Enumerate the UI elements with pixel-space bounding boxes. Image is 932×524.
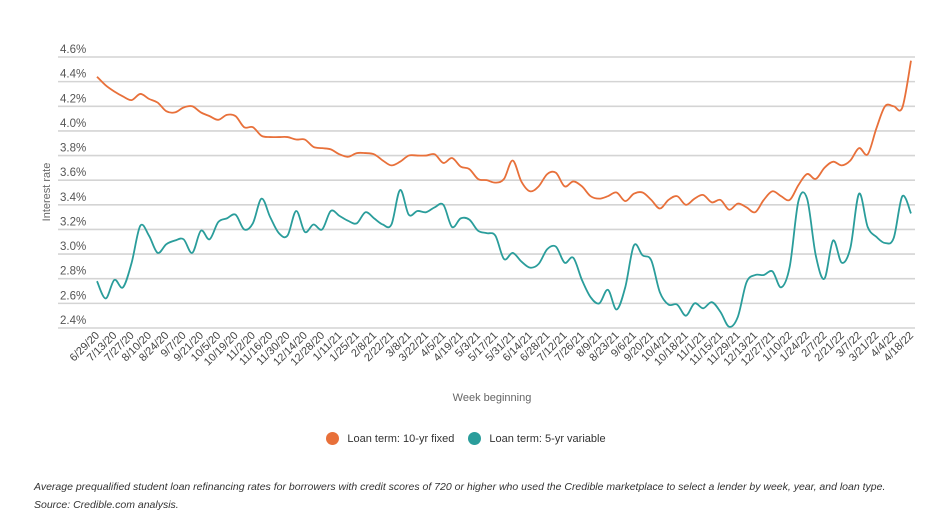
legend-marker-10yr-fixed [326, 432, 340, 445]
series-line-10yr-fixed [96, 60, 912, 214]
series-line-5yr-variable [96, 189, 912, 328]
legend-label-10yr-fixed: Loan term: 10-yr fixed [347, 432, 455, 445]
y-axis-ticks: 4.6% 4.4% 4.2% 4.0% 3.8% 3.6% 3.4% 3.2% 3.0% 2.8%… [60, 44, 86, 327]
x-axis-label: Week beginning [453, 392, 532, 404]
y-tick-label: 2.6% [60, 290, 86, 302]
y-tick-label: 3.8% [60, 143, 86, 155]
y-tick-label: 3.4% [60, 192, 86, 204]
legend: Loan term: 10-yr fixed Loan term: 5-yr v… [0, 432, 932, 445]
y-tick-label: 3.0% [60, 241, 86, 253]
y-tick-label: 2.8% [60, 266, 86, 278]
legend-label-5yr-variable: Loan term: 5-yr variable [489, 432, 606, 445]
y-tick-label: 4.6% [60, 44, 86, 56]
y-axis-label: Interest rate [41, 163, 53, 222]
y-tick-label: 3.2% [60, 216, 86, 228]
x-axis-ticks: 6/29/207/13/207/27/208/10/208/24/209/7/2… [68, 330, 916, 369]
legend-marker-5yr-variable [468, 432, 482, 445]
y-tick-label: 4.4% [60, 69, 86, 81]
y-tick-label: 3.6% [60, 167, 86, 179]
chart-caption: Average prequalified student loan refina… [34, 481, 886, 511]
y-tick-label: 2.4% [60, 315, 86, 327]
y-tick-label: 4.0% [60, 118, 86, 130]
series-lines [96, 60, 912, 328]
y-tick-label: 4.2% [60, 93, 86, 105]
gridlines [58, 56, 915, 329]
